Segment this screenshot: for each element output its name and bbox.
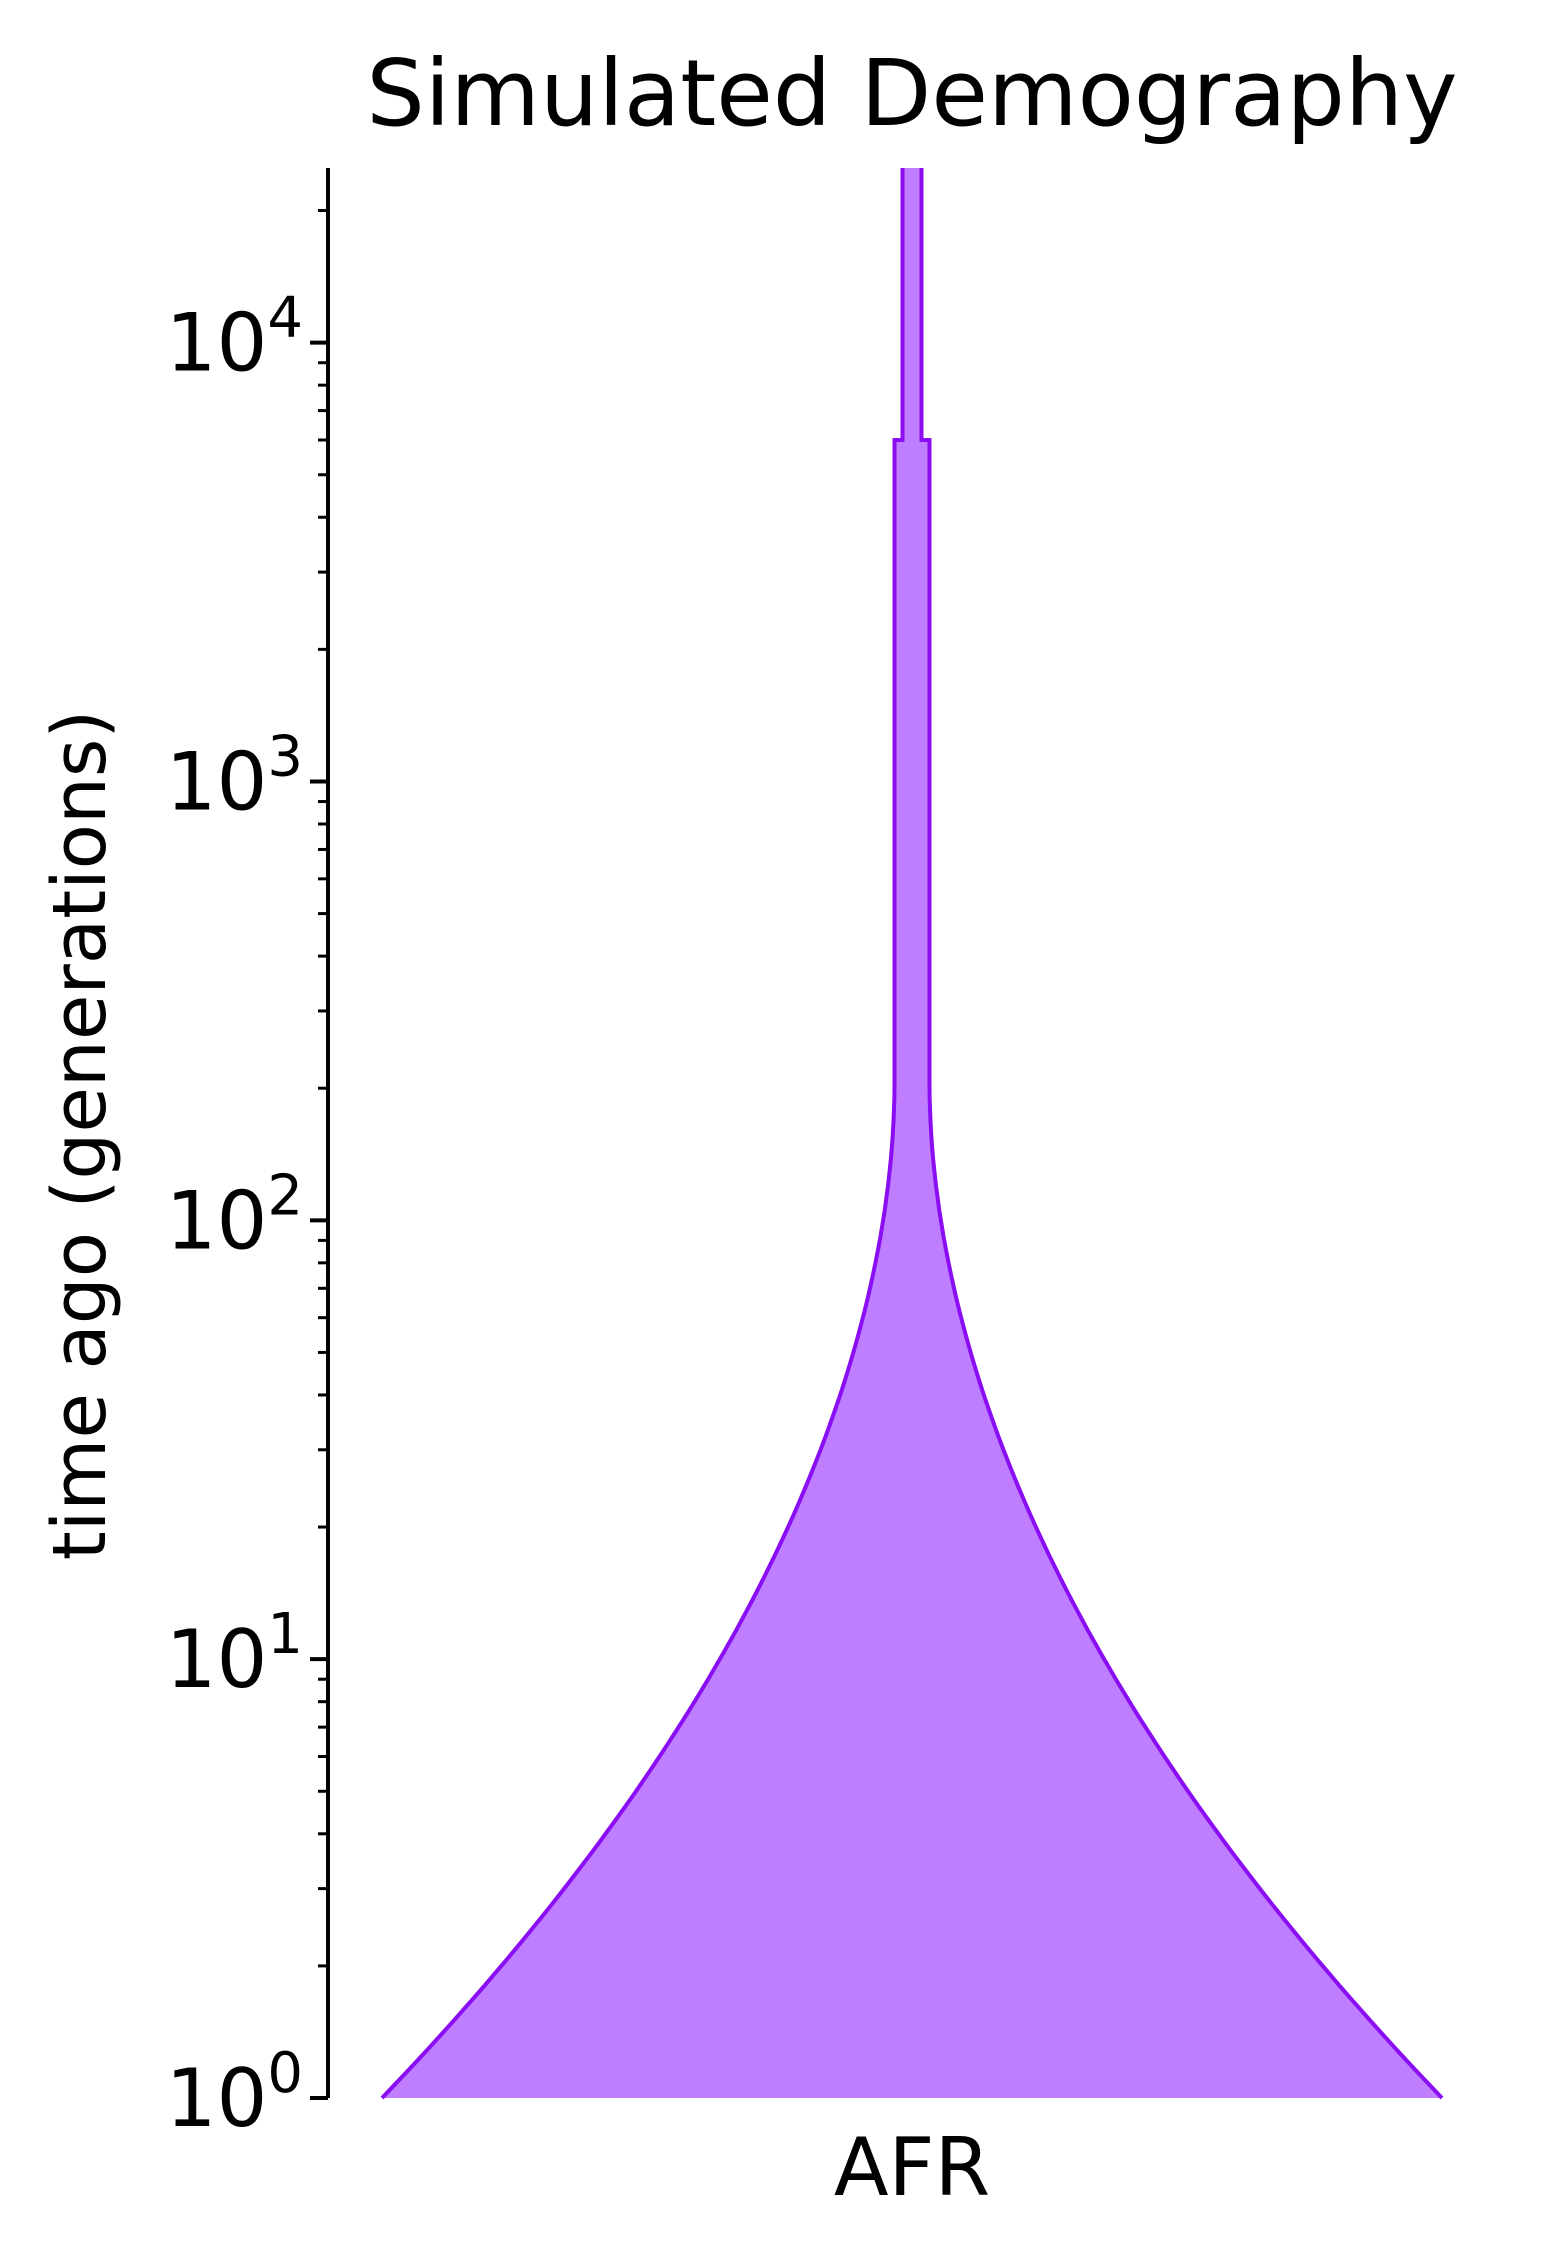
chart-title: Simulated Demography: [366, 40, 1457, 147]
population-outline-right-afr: [919, 168, 1444, 2100]
population-outline-left-afr: [380, 168, 905, 2100]
plot-area: [380, 168, 1444, 2100]
x-category-label: AFR: [834, 2121, 990, 2214]
y-axis-label: time ago (generations): [37, 710, 123, 1561]
x-axis-labels: AFR: [834, 2121, 990, 2214]
y-axis-ticks: 100 101 102 103 104: [166, 209, 328, 2145]
y-tick-label: 103: [166, 724, 303, 828]
y-tick-label: 104: [166, 286, 303, 390]
population-fill-afr: [382, 168, 1442, 2098]
y-tick-label: 102: [166, 1163, 303, 1267]
y-tick-label: 100: [166, 2041, 303, 2145]
y-tick-label: 101: [166, 1602, 303, 1706]
